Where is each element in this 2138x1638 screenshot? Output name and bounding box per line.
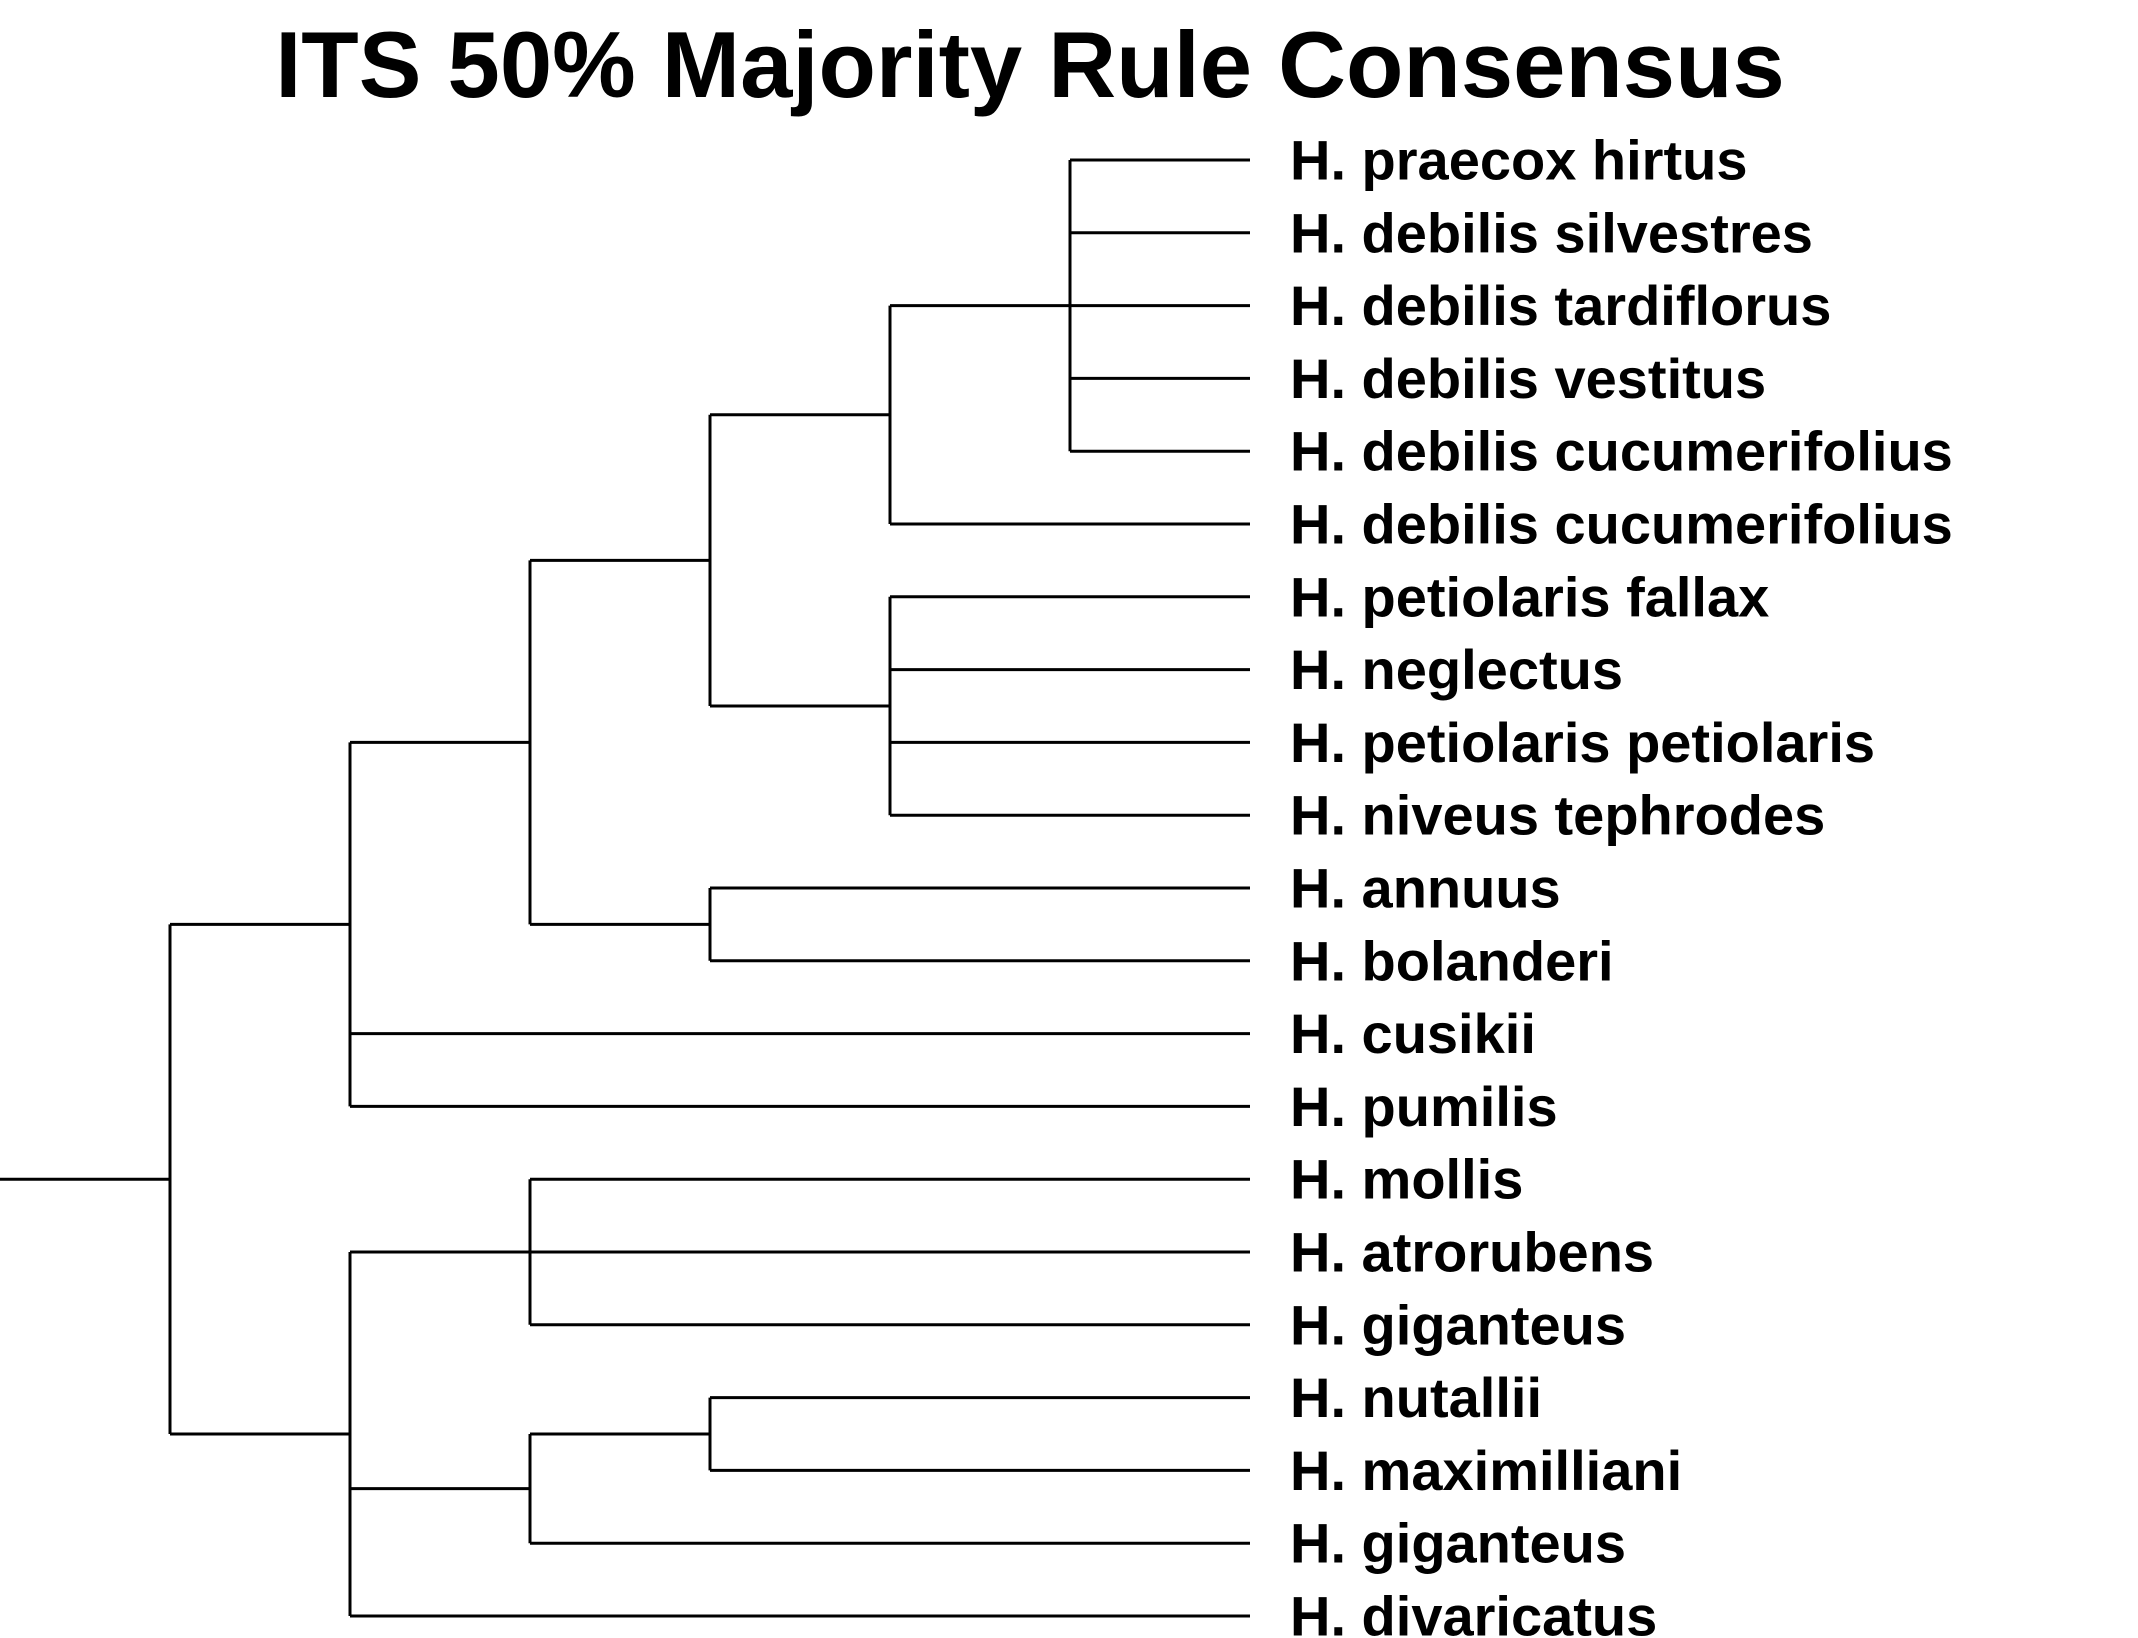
taxon-label: H. maximilliani — [1290, 1439, 1682, 1502]
taxon-label: H. petiolaris fallax — [1290, 565, 1769, 628]
taxon-label: H. divaricatus — [1290, 1585, 1657, 1638]
taxon-label: H. giganteus — [1290, 1293, 1626, 1356]
taxon-label: H. debilis cucumerifolius — [1290, 420, 1953, 483]
taxon-label: H. nutallii — [1290, 1366, 1542, 1429]
taxon-label: H. petiolaris petiolaris — [1290, 711, 1875, 774]
diagram-title: ITS 50% Majority Rule Consensus — [275, 12, 1785, 117]
taxon-label: H. praecox hirtus — [1290, 129, 1747, 192]
taxon-label: H. debilis tardiflorus — [1290, 274, 1831, 337]
taxon-label: H. annuus — [1290, 857, 1561, 920]
taxon-label: H. atrorubens — [1290, 1221, 1654, 1284]
taxon-label: H. debilis vestitus — [1290, 347, 1766, 410]
taxon-label: H. debilis silvestres — [1290, 201, 1813, 264]
taxon-label: H. niveus tephrodes — [1290, 784, 1825, 847]
taxon-label: H. pumilis — [1290, 1075, 1558, 1138]
taxon-label: H. cusikii — [1290, 1002, 1536, 1065]
taxon-label: H. mollis — [1290, 1148, 1523, 1211]
taxon-label: H. neglectus — [1290, 638, 1623, 701]
taxon-label: H. bolanderi — [1290, 929, 1614, 992]
taxon-label: H. giganteus — [1290, 1512, 1626, 1575]
taxon-label: H. debilis cucumerifolius — [1290, 493, 1953, 556]
